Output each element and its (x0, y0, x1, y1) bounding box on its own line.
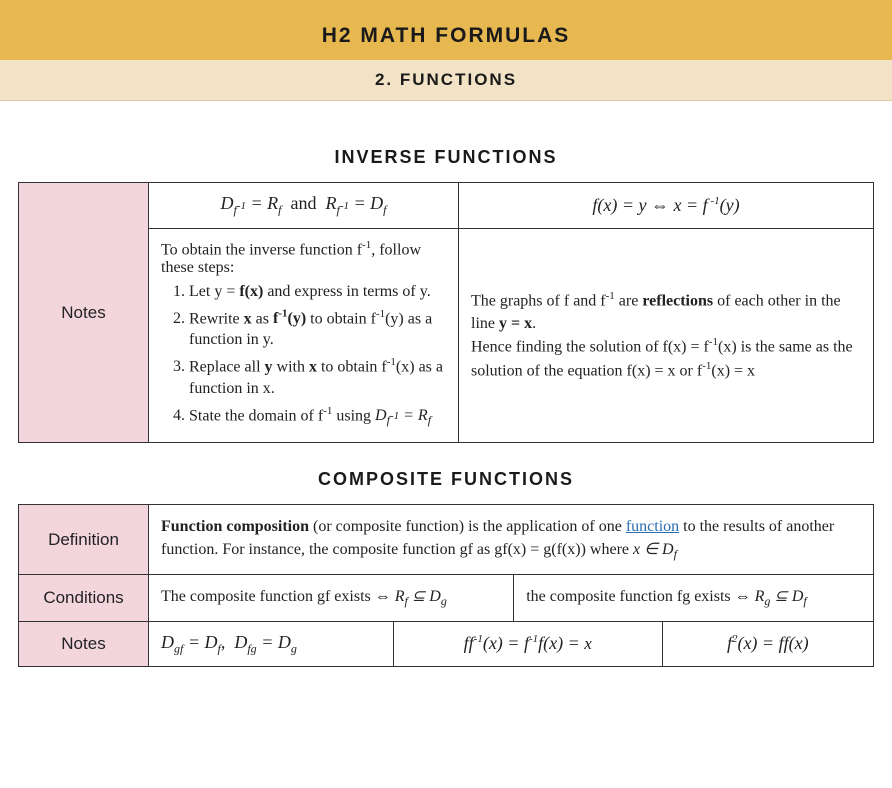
inverse-step-4: State the domain of f-1 using Df-1 = Rf (189, 404, 446, 429)
composite-definition-cell: Function composition (or composite funct… (149, 505, 874, 575)
inverse-row-label: Notes (19, 183, 149, 443)
composite-note-domains: Dgf = Df, Dfg = Dg (149, 621, 394, 667)
inverse-table: Notes Df-1 = Rf and Rf-1 = Df f(x) = y ⇔… (18, 182, 874, 443)
inverse-step-2: Rewrite x as f-1(y) to obtain f-1(y) as … (189, 307, 446, 352)
composite-notes-row: Notes Dgf = Df, Dfg = Dg ff-1(x) = f-1f(… (19, 621, 874, 667)
composite-conditions-row: Conditions The composite function gf exi… (19, 575, 874, 622)
main-banner: H2 MATH FORMULAS (0, 0, 892, 60)
sub-banner: 2. FUNCTIONS (0, 60, 892, 101)
inverse-steps-list: Let y = f(x) and express in terms of y. … (189, 281, 446, 428)
composite-notes-label: Notes (19, 621, 149, 667)
composite-definition-label: Definition (19, 505, 149, 575)
composite-heading: COMPOSITE FUNCTIONS (18, 469, 874, 490)
inverse-steps-cell: To obtain the inverse function f-1, foll… (149, 228, 459, 443)
inverse-formula-equiv: f(x) = y ⇔ x = f -1(y) (459, 183, 874, 229)
page-content: INVERSE FUNCTIONS Notes Df-1 = Rf and Rf… (0, 101, 892, 707)
composite-condition-fg: the composite function fg exists ⇔ Rg ⊆ … (514, 575, 874, 622)
inverse-heading: INVERSE FUNCTIONS (18, 147, 874, 168)
composite-definition-row: Definition Function composition (or comp… (19, 505, 874, 575)
inverse-step-1: Let y = f(x) and express in terms of y. (189, 281, 446, 303)
inverse-formula-domain-range: Df-1 = Rf and Rf-1 = Df (149, 183, 459, 229)
composite-table: Definition Function composition (or comp… (18, 504, 874, 667)
composite-condition-gf: The composite function gf exists ⇔ Rf ⊆ … (149, 575, 514, 622)
composite-conditions-label: Conditions (19, 575, 149, 622)
inverse-reflection-cell: The graphs of f and f-1 are reflections … (459, 228, 874, 443)
inverse-steps-intro: To obtain the inverse function f-1, foll… (161, 239, 446, 277)
inverse-step-3: Replace all y with x to obtain f-1(x) as… (189, 355, 446, 400)
inverse-formula-row: Notes Df-1 = Rf and Rf-1 = Df f(x) = y ⇔… (19, 183, 874, 229)
composite-note-square: f2(x) = ff(x) (662, 621, 874, 667)
composite-note-identity: ff-1(x) = f-1f(x) = x (393, 621, 662, 667)
